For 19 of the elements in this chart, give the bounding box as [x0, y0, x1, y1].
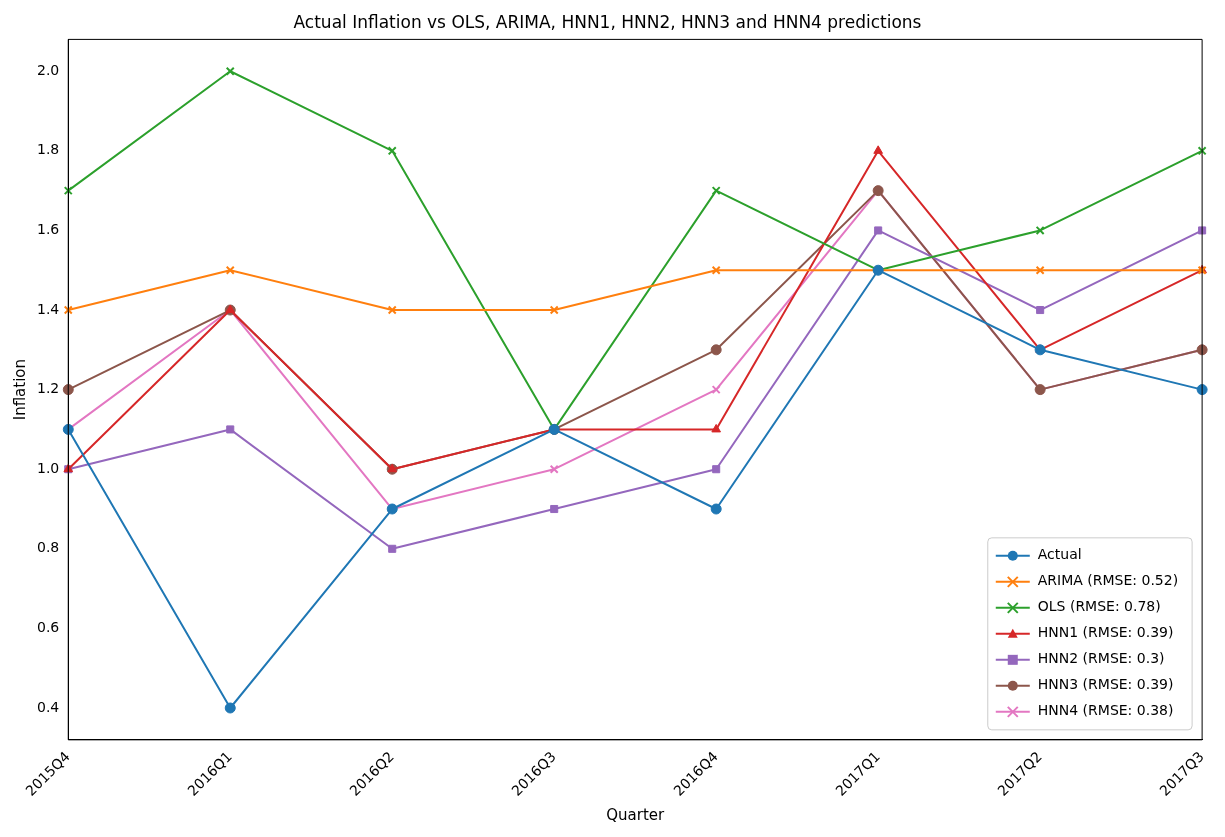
y-tick-label: 0.8 — [37, 539, 60, 556]
legend-label: HNN3 (RMSE: 0.39) — [1037, 676, 1174, 693]
y-tick-label: 0.6 — [37, 619, 60, 636]
legend-label: HNN4 (RMSE: 0.38) — [1037, 702, 1174, 719]
y-tick-label: 1.0 — [37, 459, 60, 476]
y-tick-label: 1.6 — [37, 221, 60, 238]
y-tick-label: 1.2 — [37, 380, 60, 397]
chart-title: Actual Inflation vs OLS, ARIMA, HNN1, HNN2, HNN3 and HNN4 predictions — [293, 11, 922, 32]
x-axis-title: Quarter — [606, 805, 665, 824]
y-tick-label: 0.4 — [37, 698, 60, 715]
legend-label: OLS (RMSE: 0.78) — [1037, 598, 1161, 615]
y-axis-title: Inflation — [10, 358, 29, 421]
y-tick-label: 1.4 — [37, 300, 60, 317]
y-tick-label: 2.0 — [37, 61, 60, 78]
legend-label: HNN2 (RMSE: 0.3) — [1037, 650, 1165, 667]
legend-label: ARIMA (RMSE: 0.52) — [1037, 572, 1179, 589]
legend-label: HNN1 (RMSE: 0.39) — [1037, 624, 1174, 641]
legend-label: Actual — [1037, 546, 1082, 563]
y-tick-label: 1.8 — [37, 141, 60, 158]
